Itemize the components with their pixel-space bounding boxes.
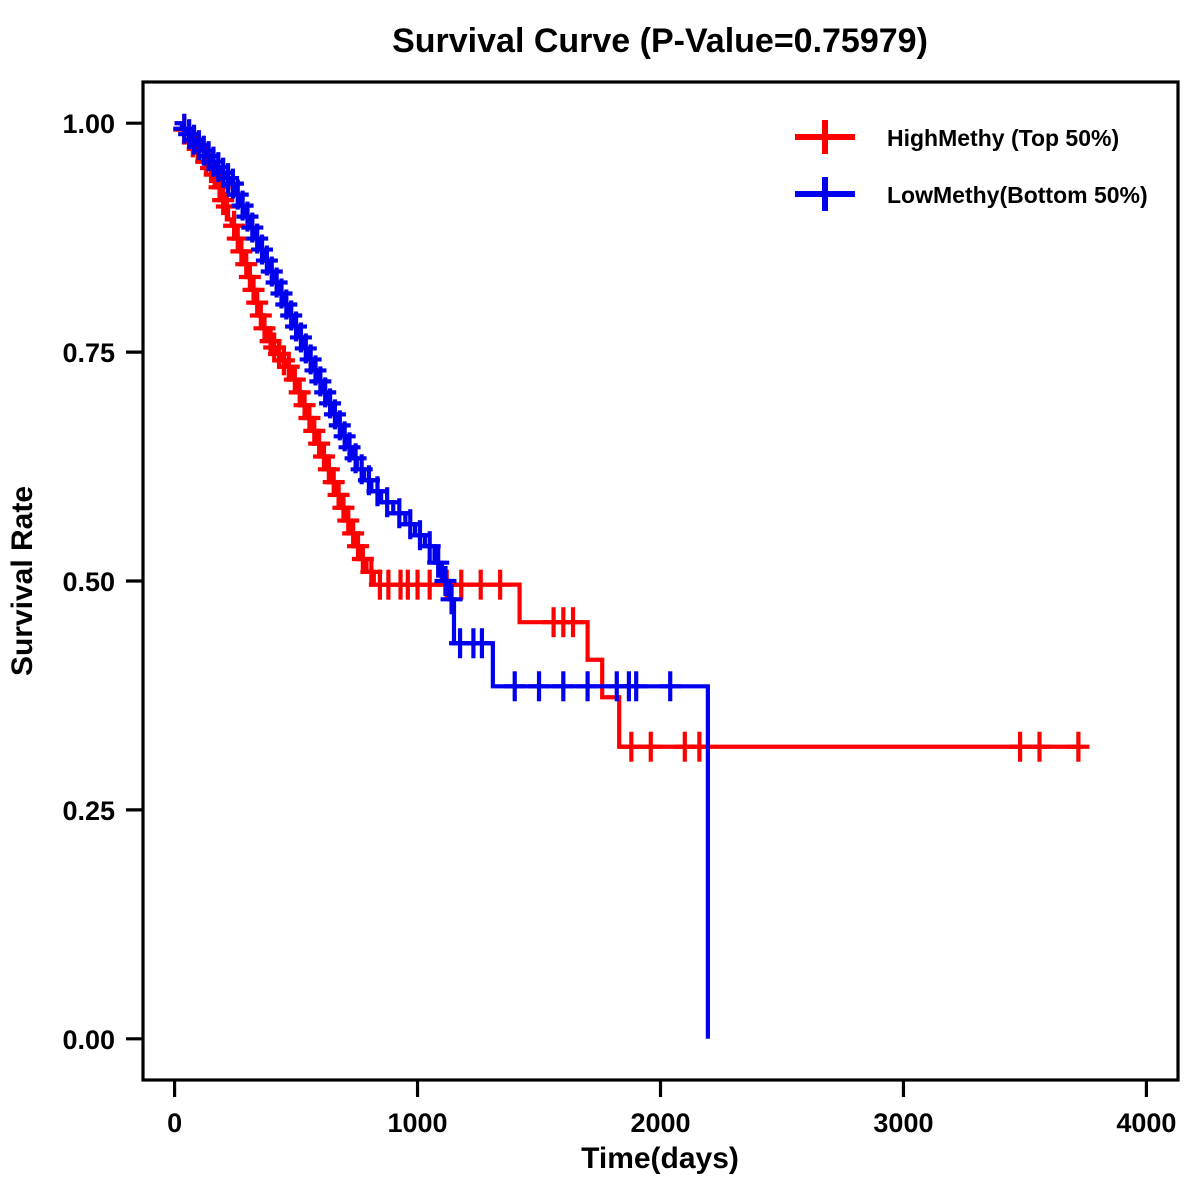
x-tick-label: 0 (167, 1108, 182, 1138)
y-tick-label: 0.25 (62, 796, 115, 826)
y-axis-ticks (126, 121, 143, 1041)
x-tick-label: 3000 (873, 1108, 933, 1138)
y-tick-label: 0.00 (62, 1025, 115, 1055)
censor-marks (173, 114, 1090, 762)
legend-label: LowMethy(Bottom 50%) (887, 182, 1148, 208)
km-series-lowmethy (173, 113, 710, 1039)
legend-item[interactable]: HighMethy (Top 50%) (795, 120, 1119, 154)
x-axis-ticks (172, 1080, 1149, 1097)
chart-legend: HighMethy (Top 50%) LowMethy(Bottom 50%) (795, 120, 1148, 211)
y-axis-tick-labels: 0.00 0.25 0.50 0.75 1.00 (62, 109, 115, 1055)
y-axis-title: Survival Rate (6, 486, 39, 676)
x-tick-label: 1000 (388, 1108, 448, 1138)
x-tick-label: 4000 (1116, 1108, 1176, 1138)
km-series-layer (173, 113, 1090, 1039)
y-tick-label: 0.50 (62, 567, 115, 597)
legend-label: HighMethy (Top 50%) (887, 125, 1119, 151)
legend-item[interactable]: LowMethy(Bottom 50%) (795, 177, 1148, 211)
x-axis-title: Time(days) (581, 1142, 739, 1175)
y-tick-label: 1.00 (62, 109, 115, 139)
censor-marks (173, 113, 682, 702)
x-tick-label: 2000 (630, 1108, 690, 1138)
x-axis-tick-labels: 0 1000 2000 3000 4000 (167, 1108, 1176, 1138)
km-series-highmethy (173, 114, 1090, 762)
chart-title: Survival Curve (P-Value=0.75979) (392, 22, 928, 60)
y-tick-label: 0.75 (62, 338, 115, 368)
